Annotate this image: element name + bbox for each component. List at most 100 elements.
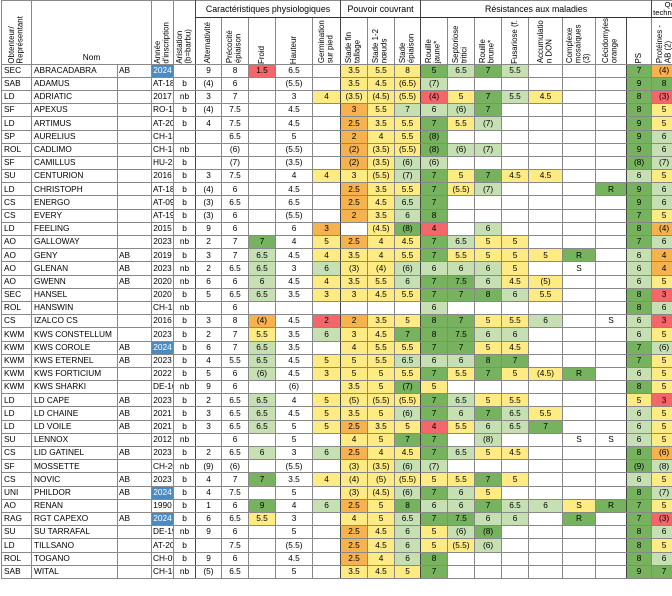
table-row: CS EVERY AT-19 b (3) 6 (5.5) 2 3.5 6 8 7 5	[1, 208, 672, 223]
cell-alternativite: 3	[195, 419, 222, 434]
cell-stade-fin-tallage: 3.5	[340, 380, 369, 395]
table-row: SEC ABRACADABRA AB 2024 9 8 1.5 6.5 3.5 5.5 8 5 6.5 7…	[1, 63, 672, 78]
cell-ps: 6	[626, 274, 653, 289]
cell-cecidomyies	[595, 116, 628, 131]
cell-proteines: (7)	[651, 485, 672, 500]
cell-obtenteur: CS	[1, 195, 32, 210]
cell-rouille-brune: 6	[474, 419, 503, 434]
cell-stade-1-2-noeuds: 3.5	[367, 116, 396, 131]
cell-rouille-jaune: (4)	[420, 89, 449, 105]
cell-germination: 6	[311, 327, 342, 342]
cell-septoriose: 7	[447, 287, 476, 302]
cell-hauteur: 3	[275, 261, 313, 276]
table-row: CS LID GATINEL AB 2023 b 2 6.5 6 3 6 2.5 4 4.5 7 6.5 5 4…	[1, 446, 672, 461]
cell-complexe-mosaiques	[562, 208, 597, 223]
cell-precocite: 6.5	[221, 419, 249, 434]
cell-hauteur: 3.5	[275, 287, 313, 302]
cell-proteines: 6	[651, 129, 672, 144]
table-row: LD ADRIATIC 2017 nb 3 7 3 4 (3.5) (4.5) (5.5) (4) 5 7…	[1, 89, 672, 105]
cell-stade-1-2-noeuds: 4.5	[367, 195, 396, 210]
cell-variety-name: AURELIUS	[31, 129, 118, 144]
cell-hauteur: 3	[275, 446, 313, 461]
cell-proteines: 5	[651, 366, 672, 382]
cell-accumulation-don	[528, 564, 564, 579]
cell-rouille-jaune: (7)	[420, 459, 449, 474]
cell-aristation: b	[173, 498, 196, 513]
cell-alternativite	[195, 538, 222, 553]
cell-annee: RO-19	[151, 103, 174, 118]
cell-stade-epiaison: 5	[394, 564, 422, 579]
cell-ps: 6	[626, 169, 653, 184]
cell-proteines: 5	[651, 274, 672, 289]
cell-stade-1-2-noeuds: (5)	[367, 472, 396, 487]
cell-precocite: 8	[221, 314, 249, 329]
cell-obtenteur: AO	[1, 248, 32, 263]
cell-septoriose	[447, 459, 476, 474]
cell-alternativite: 2	[195, 261, 222, 276]
cell-proteines: 5	[651, 498, 672, 513]
cell-variety-name: KWS SHARKI	[31, 380, 118, 395]
col-annee-label: Année d'inscription	[152, 22, 171, 64]
cell-stade-fin-tallage: 3.5	[340, 76, 369, 91]
cell-septoriose	[447, 155, 476, 171]
cell-hauteur: 4.5	[275, 182, 313, 197]
cell-ab-flag: AB	[117, 63, 152, 78]
cell-proteines: 5	[651, 353, 672, 368]
cell-annee: 2024	[151, 63, 174, 78]
cell-alternativite: (5)	[195, 564, 222, 579]
table-row: SFCAMILLUSHU-22b(7)(3.5)(2)(3.5)(6)(6)(8…	[1, 155, 672, 171]
cell-complexe-mosaiques	[562, 564, 597, 579]
cell-ab-flag: AB	[117, 419, 152, 434]
cell-froid	[248, 459, 276, 474]
cell-aristation: b	[173, 551, 196, 566]
cell-proteines: 5	[651, 419, 672, 434]
col-accumulation-label: Accumulatio n DON	[535, 20, 554, 64]
cell-cecidomyies	[595, 129, 628, 144]
cell-annee: DE-16	[151, 380, 174, 395]
cell-stade-fin-tallage: (2)	[340, 155, 369, 171]
cell-accumulation-don	[528, 380, 564, 395]
cell-ab-flag: AB	[117, 261, 152, 276]
cell-variety-name: SU TARRAFAL	[31, 525, 118, 540]
cell-rouille-jaune: 6	[420, 300, 449, 316]
cell-aristation: b	[173, 248, 196, 263]
cell-septoriose: 6.5	[447, 446, 476, 461]
cell-rouille-brune: (6)	[474, 538, 503, 553]
cell-rouille-jaune: 7	[420, 287, 449, 302]
cell-stade-1-2-noeuds: 4.5	[367, 76, 396, 91]
cell-variety-name: KWS FORTICIUM	[31, 366, 118, 382]
cell-hauteur: 5	[275, 129, 313, 144]
cell-rouille-jaune: 7	[420, 432, 449, 448]
cell-stade-1-2-noeuds: 5.5	[367, 353, 396, 368]
cell-stade-epiaison: (5.5)	[394, 89, 422, 105]
cell-alternativite: 1	[195, 498, 222, 513]
cell-obtenteur: KWM	[1, 380, 32, 395]
cell-fusariose: 5	[501, 235, 530, 250]
cell-aristation: nb	[173, 525, 196, 540]
cell-rouille-brune: (7)	[474, 142, 503, 157]
cell-septoriose: 5	[447, 89, 476, 105]
cell-alternativite: 3	[195, 248, 222, 263]
cell-aristation: b	[173, 155, 196, 171]
cell-stade-1-2-noeuds: 5.5	[367, 274, 396, 289]
col-ps: PS	[626, 17, 653, 65]
cell-annee: 2012	[151, 432, 174, 448]
cell-rouille-brune: 5	[474, 340, 503, 355]
cell-ab-flag	[117, 155, 152, 171]
cell-rouille-jaune: 5	[420, 380, 449, 395]
cell-rouille-brune	[474, 564, 503, 579]
cell-accumulation-don: 6	[528, 498, 564, 513]
cell-germination: 6	[311, 261, 342, 276]
cell-precocite: 7	[221, 327, 249, 342]
cell-complexe-mosaiques	[562, 63, 597, 78]
group-qualite: Qualité technologique	[651, 0, 672, 19]
table-row: LD LD VOILE AB 2021 b 3 6.5 6.5 5 5 2.5 3.5 5 4 5.5 6 6.…	[1, 419, 672, 434]
cell-accumulation-don	[528, 393, 564, 408]
cell-septoriose: 7.5	[447, 274, 476, 289]
cell-stade-fin-tallage: 4	[340, 340, 369, 355]
cell-alternativite: 2	[195, 327, 222, 342]
cell-rouille-jaune: 5	[420, 63, 449, 78]
cell-variety-name: LD CAPE	[31, 393, 118, 408]
cell-septoriose: 7.5	[447, 327, 476, 342]
